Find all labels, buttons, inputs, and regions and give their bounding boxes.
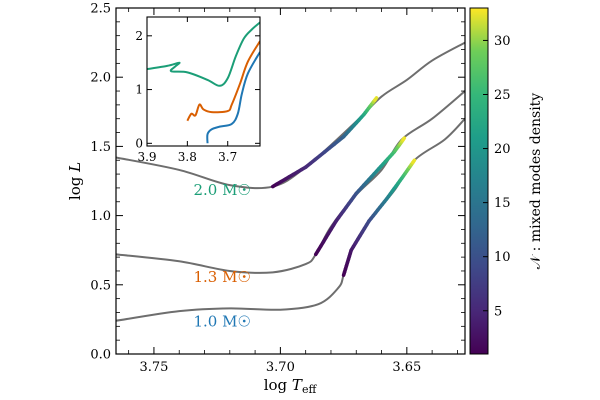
colorbar-tick-label: 25 — [494, 88, 511, 103]
y-tick-label: 0.5 — [90, 278, 111, 293]
x-axis-title: log Teff — [264, 376, 318, 396]
x-axis-title-subscript: eff — [302, 383, 318, 396]
inset-x-tick-label: 3.8 — [178, 150, 197, 164]
mixed-mode-density-segments — [270, 96, 417, 277]
inset-track-0 — [147, 21, 260, 87]
y-axis-title-L: L — [66, 162, 84, 173]
inset-tracks — [147, 21, 260, 144]
density-segment — [373, 96, 379, 102]
x-tick-label: 3.75 — [139, 360, 168, 375]
colorbar-tick-label: 20 — [494, 142, 511, 157]
main-plot-frame — [115, 7, 466, 355]
colorbar-tick-label: 10 — [494, 250, 511, 265]
density-segment — [401, 136, 407, 142]
colorbar-tick-label: 5 — [494, 304, 502, 319]
inset-track-1 — [186, 40, 260, 122]
x-tick-label: 3.65 — [392, 360, 421, 375]
colorbar — [470, 8, 488, 354]
inset-x-tick-label: 3.9 — [137, 150, 156, 164]
y-axis-title-log: log — [66, 172, 84, 200]
inset-y-tick-label: 2 — [135, 29, 143, 43]
colorbar-label: 𝒩 : mixed modes density — [528, 93, 544, 270]
inset-frame — [146, 16, 261, 147]
colorbar-ticks: 5 10 15 20 25 30 — [483, 34, 511, 319]
y-tick-label: 1.5 — [90, 140, 111, 155]
density-segment — [411, 158, 417, 165]
mass-label-2: 1.0 M☉ — [193, 312, 250, 330]
y-tick-label: 2.0 — [90, 71, 111, 86]
inset-track-2 — [206, 51, 260, 144]
colorbar-tick-label: 15 — [494, 196, 511, 211]
inset-axis-ticks: 3.9 3.8 3.7 0 1 2 — [135, 17, 260, 164]
mass-label-1: 1.3 M☉ — [193, 268, 250, 286]
x-axis-title-log: log — [264, 376, 292, 394]
main-plot-area — [116, 41, 465, 322]
mass-annotations: 2.0 M☉ 1.3 M☉ 1.0 M☉ — [193, 181, 250, 330]
y-tick-label: 0.0 — [90, 348, 111, 363]
y-tick-label: 2.5 — [90, 2, 111, 17]
colorbar-frame — [469, 7, 489, 355]
x-axis-title-T: T — [292, 376, 303, 394]
colorbar-tick-label: 30 — [494, 34, 511, 49]
y-axis-title: log L — [66, 162, 84, 200]
inset-x-tick-label: 3.7 — [218, 150, 237, 164]
main-axis-ticks: 3.75 3.70 3.650.00.51.01.52.02.5 — [90, 2, 465, 375]
x-tick-label: 3.70 — [266, 360, 295, 375]
inset-y-tick-label: 1 — [135, 83, 143, 97]
inset-y-tick-label: 0 — [135, 136, 143, 150]
y-tick-label: 1.0 — [90, 209, 111, 224]
inset-background — [147, 17, 260, 146]
mass-label-0: 2.0 M☉ — [193, 181, 250, 199]
